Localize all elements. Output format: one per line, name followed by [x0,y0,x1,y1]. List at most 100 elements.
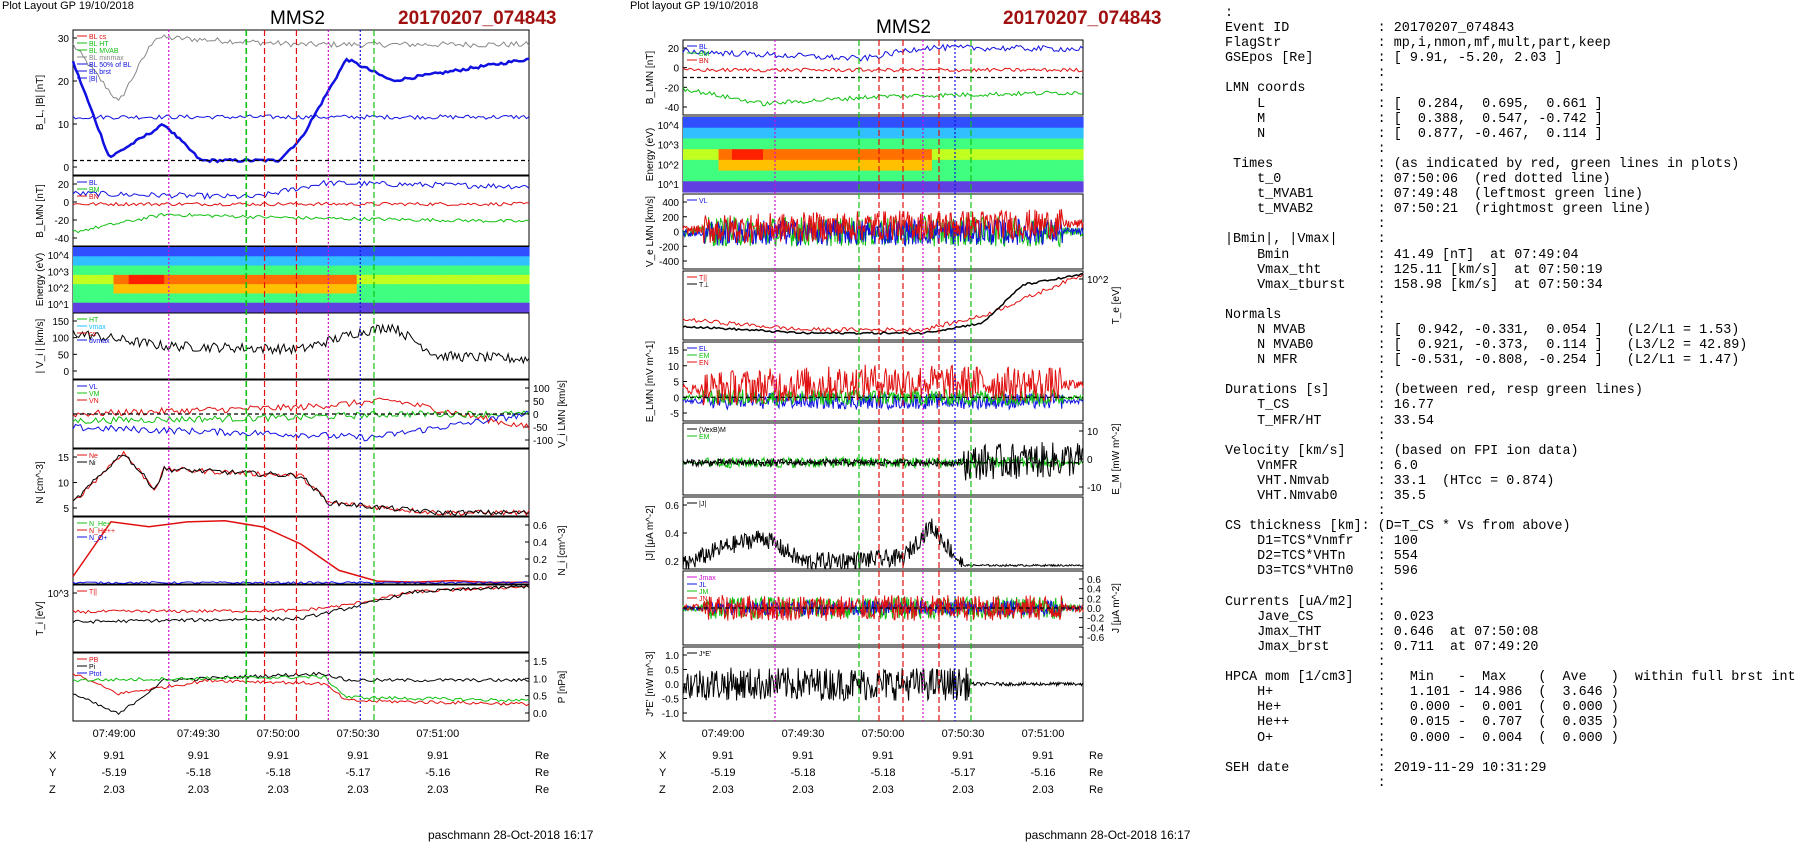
spectrogram-cell [683,127,689,140]
spectrogram-cell [493,293,500,304]
tick-label: 0 [533,410,539,421]
spectrogram-cell [366,293,373,304]
spectrogram-cell [209,274,216,285]
spectrogram-cell [789,117,795,129]
spectrogram-cell [458,302,464,313]
spectrogram-cell [118,302,125,313]
spectrogram-cell [204,274,211,285]
legend-entry: VL [89,384,98,391]
spectrogram-cell [366,284,373,295]
spectrogram-cell [1043,149,1049,161]
spectrogram-cell [503,284,510,295]
spectrogram-cell [1069,138,1075,150]
spectrogram-cell [326,293,332,304]
spectrogram-cell [311,247,317,257]
spectrogram-cell [356,293,363,304]
spectrogram-cell [918,181,924,193]
tick-label: 0.4 [533,538,547,549]
spectrogram-cell [860,127,866,140]
spectrogram-cell [945,117,951,129]
spectrogram-cell [1007,149,1013,161]
spectrogram-cell [285,293,292,304]
spectrogram-cell [1003,138,1009,150]
spectrogram-cell [758,170,764,182]
spectrogram-cell [463,274,469,285]
spectrogram-cell [914,127,920,140]
tick-label: 50 [533,397,545,408]
spectrogram-cell [336,256,343,267]
ephemeris-value: -5.17 [345,767,370,779]
mid-spacecraft-title: MMS2 [876,17,931,38]
spectrogram-cell [478,247,484,257]
spectrogram-cell [727,159,733,172]
summary-line: : [1225,579,1386,595]
spectrogram-cell [397,302,403,313]
spectrogram-cell [179,284,186,295]
spectrogram-cell [128,247,135,257]
spectrogram-cell [860,138,866,150]
spectrogram-cell [927,181,933,193]
spectrogram-cell [513,284,520,295]
spectrogram-cell [488,293,495,304]
spectrogram-cell [199,293,206,304]
spectrogram-cell [113,274,120,285]
spectrogram-cell [437,265,444,276]
panel-7: 0.60.40.20.0N_i [cm^-3]N_He+N_He++N_O+ [72,516,568,585]
spectrogram-cell [718,127,724,140]
spectrogram-cell [1078,138,1084,150]
panel-frame [72,448,530,517]
spectrogram-cell [954,117,960,129]
spectrogram-cell [1003,127,1009,140]
spectrogram-cell [1007,170,1013,182]
spectrogram-cell [219,256,226,267]
spectrogram-cell [1038,138,1044,150]
summary-line: H+ : 1.101 - 14.986 ( 3.646 ) [1225,685,1619,701]
spectrogram-cell [696,138,702,150]
spectrogram-cell [331,256,338,267]
spectrogram-cell [341,293,348,304]
spectrogram-cell [816,170,822,182]
spectrogram-cell [382,247,388,257]
spectrogram-cell [498,274,505,285]
panel-frame [72,652,530,722]
spectrogram-cell [1020,181,1026,193]
spectrogram-cell [402,293,408,304]
legend-entry: BM [89,187,100,194]
spectrogram-cell [331,265,338,276]
spectrogram-cell [493,302,500,313]
tick-label: 20 [58,180,70,191]
spectrogram-cell [427,247,434,257]
spectrogram-cell [998,170,1004,182]
spectrogram-cell [371,256,378,267]
panel-ylabel: P [nPa] [557,670,568,703]
spectrogram-cell [843,159,849,172]
spectrogram-cell [1078,127,1084,140]
ephemeris-value: 9.91 [188,750,209,762]
spectrogram-cell [931,138,937,150]
series-line [682,87,1084,107]
spectrogram-cell [417,302,424,313]
spectrogram-cell [865,117,871,129]
spectrogram-cell [829,181,835,193]
spectrogram-cell [118,274,125,285]
spectrogram-cell [113,302,120,313]
spectrogram-cell [412,284,419,295]
spectrogram-cell [204,302,211,313]
spectrogram-cell [1065,117,1071,129]
spectrogram-cell [513,274,520,285]
spectrogram-cell [478,293,484,304]
spectrogram-cell [923,170,929,182]
spectrogram-cell [219,247,226,257]
summary-line: Durations [s] : (between red, resp green… [1225,383,1643,399]
panel-ylabel: |J| [μA m^-2] [645,505,656,560]
spectrogram-cell [887,170,893,182]
spectrogram-cell [780,127,786,140]
spectrogram-cell [154,302,160,313]
spectrogram-cell [290,284,297,295]
spectrogram-cell [123,284,130,295]
spectrogram-cell [754,181,760,193]
tick-label: 1.5 [533,657,547,668]
spectrogram-cell [718,117,724,129]
legend-entry: VM [89,391,100,398]
